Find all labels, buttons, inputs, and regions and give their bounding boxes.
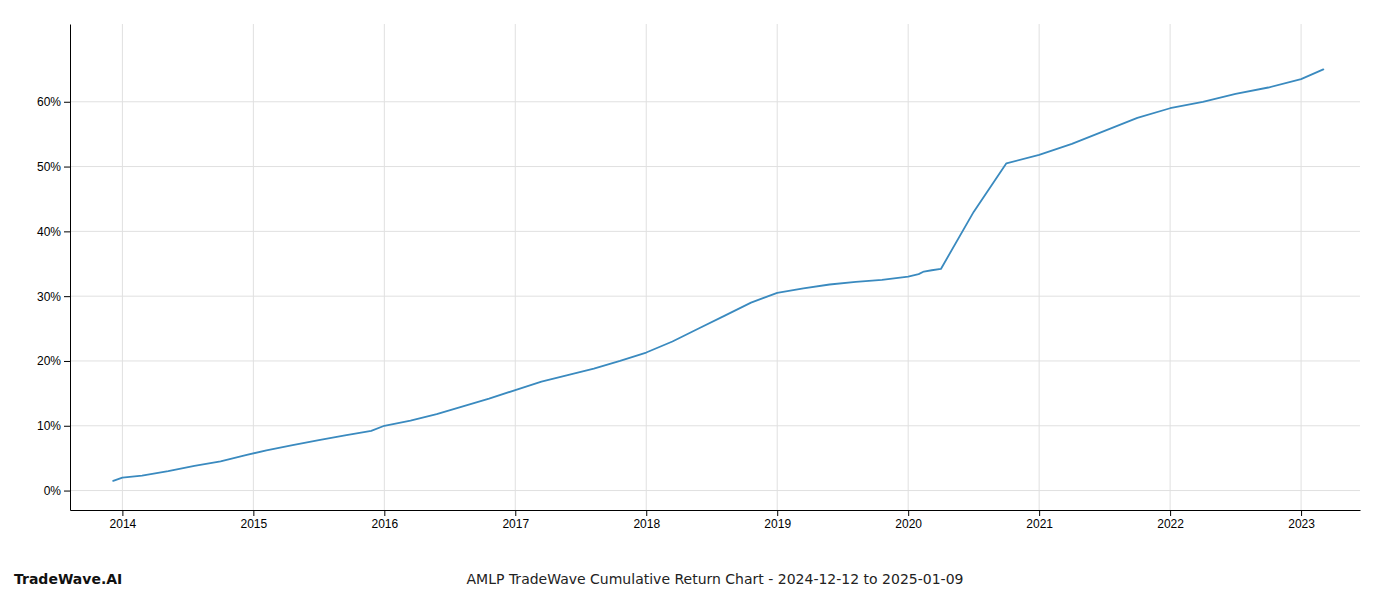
grid-line <box>777 24 778 510</box>
tick-mark <box>777 510 778 516</box>
tick-mark <box>646 510 647 516</box>
tick-mark <box>64 231 70 232</box>
tick: 2021 <box>1026 510 1053 531</box>
grid-line <box>515 24 516 510</box>
y-axis: 0% 10% 20% 30% 40% 50% 60% <box>37 25 71 511</box>
tick-label: 60% <box>37 95 61 109</box>
tick-label: 2023 <box>1288 517 1315 531</box>
tick-label: 2019 <box>764 517 791 531</box>
tick-label: 2022 <box>1157 517 1184 531</box>
tick-label: 50% <box>37 160 61 174</box>
axis-line <box>71 510 1361 511</box>
tick: 20% <box>37 354 70 368</box>
tick-mark <box>515 510 516 516</box>
tick: 0% <box>44 484 70 498</box>
grid <box>70 24 1360 510</box>
tick: 2023 <box>1288 510 1315 531</box>
x-axis: 2014 2015 2016 2017 2018 2019 2020 2021 2022 2023 <box>71 510 1361 531</box>
tick-label: 2020 <box>895 517 922 531</box>
tick-mark <box>64 491 70 492</box>
tick-mark <box>64 296 70 297</box>
tick-mark <box>64 361 70 362</box>
tick-mark <box>1039 510 1040 516</box>
tick-mark <box>1170 510 1171 516</box>
grid-line <box>122 24 123 510</box>
marks <box>113 69 1323 480</box>
grid-line <box>1170 24 1171 510</box>
tick-mark <box>253 510 254 516</box>
axis-line <box>70 25 71 511</box>
grid-line <box>1039 24 1040 510</box>
grid-line <box>908 24 909 510</box>
tick-mark <box>384 510 385 516</box>
grid-line <box>70 101 1360 102</box>
tick-label: 30% <box>37 290 61 304</box>
tick-label: 2021 <box>1026 517 1053 531</box>
grid-line <box>70 231 1360 232</box>
tick-label: 20% <box>37 354 61 368</box>
grid-line <box>646 24 647 510</box>
tick-mark <box>122 510 123 516</box>
grid-line <box>384 24 385 510</box>
tick-label: 0% <box>44 484 62 498</box>
tick: 50% <box>37 160 70 174</box>
line <box>113 69 1323 480</box>
tick: 2017 <box>502 510 529 531</box>
tick: 2022 <box>1157 510 1184 531</box>
tick: 30% <box>37 290 70 304</box>
tick-label: 2016 <box>371 517 398 531</box>
tick-mark <box>64 102 70 103</box>
tick-label: 40% <box>37 225 61 239</box>
tick-label: 2018 <box>633 517 660 531</box>
grid-line <box>70 166 1360 167</box>
tick: 40% <box>37 225 70 239</box>
tick-label: 2017 <box>502 517 529 531</box>
plot: 2014 2015 2016 2017 2018 2019 2020 2021 2022 2023… <box>37 24 1361 531</box>
tick-label: 2014 <box>110 517 137 531</box>
tick-label: 2015 <box>240 517 267 531</box>
tick: 2014 <box>110 510 137 531</box>
tick: 2019 <box>764 510 791 531</box>
grid-line <box>70 490 1360 491</box>
tick: 2015 <box>240 510 267 531</box>
tick-mark <box>908 510 909 516</box>
tick: 2016 <box>371 510 398 531</box>
tick: 10% <box>37 419 70 433</box>
grid-line <box>70 425 1360 426</box>
chart: 2014 2015 2016 2017 2018 2019 2020 2021 2022 2023… <box>0 0 1400 600</box>
tick: 2018 <box>633 510 660 531</box>
grid-line <box>1301 24 1302 510</box>
tick-mark <box>64 167 70 168</box>
grid-line <box>70 360 1360 361</box>
tick: 60% <box>37 95 70 109</box>
grid-line <box>253 24 254 510</box>
tick: 2020 <box>895 510 922 531</box>
tick-label: 10% <box>37 419 61 433</box>
grid-line <box>70 296 1360 297</box>
title: AMLP TradeWave Cumulative Return Chart -… <box>467 571 964 587</box>
tick-mark <box>64 426 70 427</box>
tick-mark <box>1301 510 1302 516</box>
watermark: TradeWave.AI <box>14 571 122 587</box>
